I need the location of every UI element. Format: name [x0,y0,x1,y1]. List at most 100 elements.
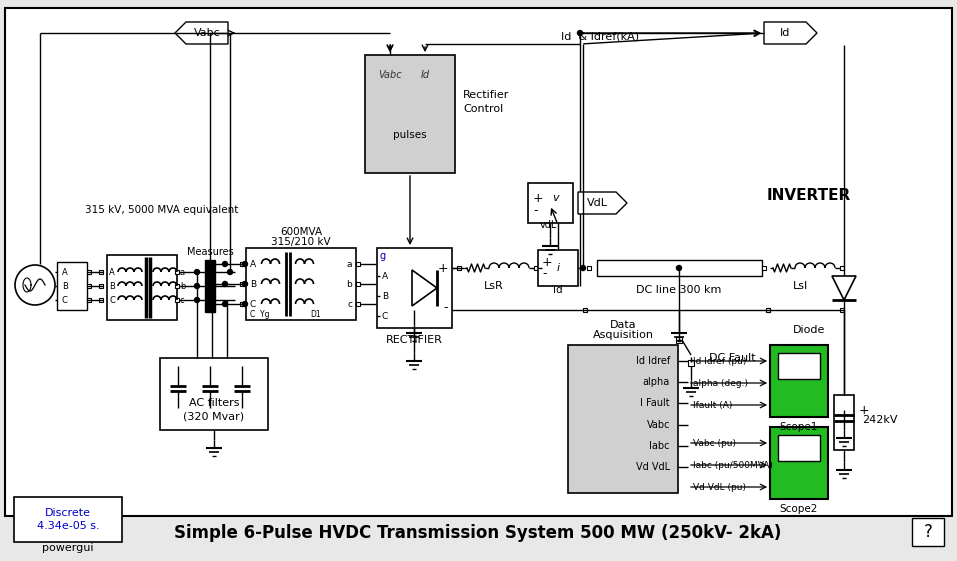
Text: D1: D1 [310,310,321,319]
Text: Id Idref (pu): Id Idref (pu) [693,356,746,366]
Text: INVERTER: INVERTER [767,187,851,203]
Text: +: + [533,191,544,205]
Bar [87,270,91,274]
Text: v: v [553,193,559,203]
Text: Data: Data [610,320,636,330]
Text: DC line 300 km: DC line 300 km [636,285,722,295]
Text: DC Fault: DC Fault [709,353,756,363]
Circle shape [677,265,681,270]
Text: (320 Mvar): (320 Mvar) [184,411,245,421]
Text: A: A [250,260,256,269]
Text: B: B [109,282,115,291]
Text: Ifault (A): Ifault (A) [693,401,732,410]
Circle shape [242,301,248,306]
Text: C: C [250,300,256,309]
Circle shape [208,282,212,287]
Text: vdL: vdL [540,220,557,230]
Bar [568,345,678,493]
Text: Scope2: Scope2 [780,504,818,514]
Text: Iabc (pu/500MVA): Iabc (pu/500MVA) [693,461,773,470]
Bar [840,266,844,270]
Text: 315 kV, 5000 MVA equivalent: 315 kV, 5000 MVA equivalent [85,205,238,215]
Text: 242kV: 242kV [862,415,898,425]
Text: -: - [542,268,546,280]
Bar [583,308,587,312]
Bar [246,248,356,320]
Text: 315/210 kV: 315/210 kV [271,237,331,247]
Text: LsI: LsI [792,281,808,291]
Bar [14,497,122,542]
Bar [175,298,179,302]
Text: Diode: Diode [792,325,825,335]
Text: -: - [443,301,448,315]
Bar [688,360,694,366]
Text: Vd VdL: Vd VdL [635,462,670,472]
Bar [770,345,828,417]
Polygon shape [764,22,817,44]
Text: Vabc: Vabc [647,420,670,430]
Text: Discrete: Discrete [45,508,91,518]
Text: C: C [62,296,68,305]
Circle shape [222,301,228,306]
Text: 4.34e-05 s.: 4.34e-05 s. [36,521,100,531]
Text: Rectifier: Rectifier [463,90,509,100]
Circle shape [581,265,586,270]
Bar [840,308,844,312]
Polygon shape [832,276,856,300]
Text: I Fault: I Fault [640,398,670,408]
Text: powergui: powergui [42,543,94,553]
Bar [87,298,91,302]
Text: c: c [180,296,185,305]
Text: Vabc: Vabc [193,28,220,38]
Text: Id  & Idref(kA): Id & Idref(kA) [561,31,639,41]
Bar [57,262,87,310]
Text: Scope1: Scope1 [780,422,818,432]
Bar [356,262,360,266]
Text: pulses: pulses [393,130,427,140]
Bar [766,308,770,312]
Bar [538,250,578,286]
Text: alpha: alpha [643,377,670,387]
Text: +: + [542,255,552,269]
Text: alpha (deg.): alpha (deg.) [693,379,748,388]
Text: Id: Id [780,28,790,38]
Text: LsR: LsR [484,281,504,291]
Bar [356,302,360,306]
Text: Control: Control [463,104,503,114]
Bar [834,395,854,450]
Text: C  Yg: C Yg [250,310,270,319]
Circle shape [577,30,583,35]
Bar [778,435,820,461]
Bar [175,270,179,274]
Text: b: b [346,279,352,288]
Text: id: id [553,285,563,295]
Text: A: A [62,268,68,277]
Bar [377,248,452,328]
Circle shape [222,261,228,266]
Circle shape [242,282,248,287]
Circle shape [222,282,228,287]
Text: B: B [62,282,68,291]
Text: Id: Id [420,70,430,80]
Text: Measures: Measures [187,247,234,257]
Text: +: + [859,403,870,416]
Bar [587,266,591,270]
Bar [766,308,770,312]
Polygon shape [175,22,228,44]
Text: Iabc: Iabc [650,441,670,451]
Bar [99,298,103,302]
Bar [205,260,215,312]
Bar [160,358,268,430]
Polygon shape [412,270,437,306]
Text: A: A [382,272,389,280]
Bar [534,266,538,270]
Text: a: a [346,260,352,269]
Bar [240,302,244,306]
Bar [356,282,360,286]
Text: A: A [109,268,115,277]
Text: -: - [533,205,538,218]
Bar [778,353,820,379]
Bar [770,427,828,499]
Text: RECTIFIER: RECTIFIER [386,335,442,345]
Circle shape [194,269,199,274]
